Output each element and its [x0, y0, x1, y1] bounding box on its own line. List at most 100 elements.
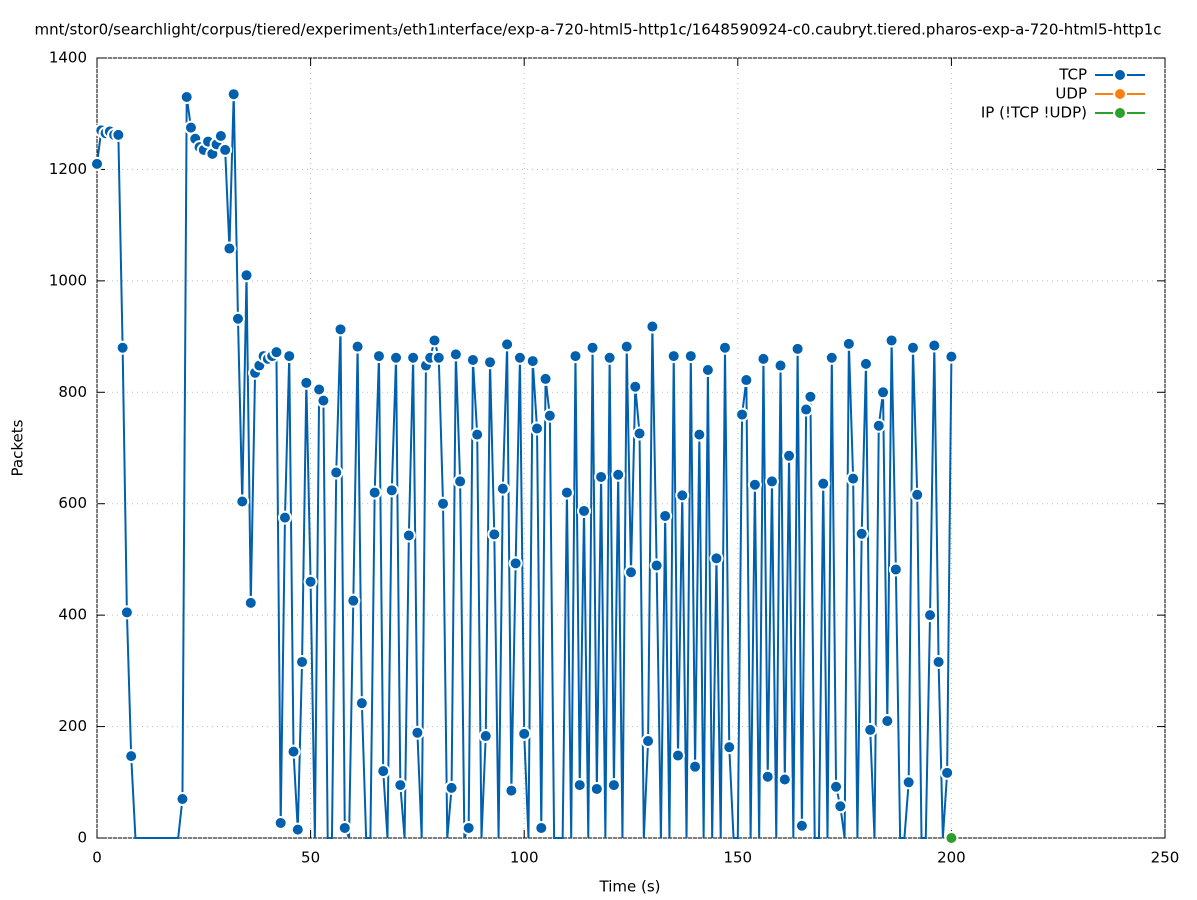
data-point: [940, 765, 955, 780]
data-point: [858, 356, 873, 371]
data-point: [799, 402, 814, 417]
data-point: [470, 427, 485, 442]
data-point: [876, 385, 891, 400]
data-point: [572, 778, 587, 793]
data-point: [675, 488, 690, 503]
data-point: [692, 427, 707, 442]
data-point: [401, 528, 416, 543]
data-point: [624, 565, 638, 580]
data-point: [465, 352, 480, 367]
data-point: [226, 87, 241, 102]
data-point: [461, 820, 476, 835]
data-point: [431, 350, 446, 365]
data-point: [277, 510, 292, 525]
data-point: [658, 508, 673, 523]
y-tick-label: 1200: [49, 160, 87, 178]
y-tick-label: 800: [58, 383, 87, 401]
data-point: [905, 340, 920, 355]
data-point: [717, 340, 732, 355]
data-point: [722, 740, 737, 755]
data-point: [282, 349, 297, 364]
data-point: [115, 340, 130, 355]
x-tick-label: 100: [510, 849, 539, 867]
data-point: [295, 654, 310, 669]
data-point: [739, 373, 754, 388]
data-point: [670, 748, 685, 763]
data-point: [530, 421, 545, 436]
legend-marker: [1113, 87, 1127, 101]
y-tick-label: 1000: [49, 271, 87, 289]
data-point: [871, 418, 886, 433]
data-point: [880, 714, 895, 728]
data-point: [760, 769, 775, 784]
data-point: [269, 345, 284, 360]
data-point: [927, 338, 942, 353]
legend-marker: [1113, 106, 1127, 120]
data-point: [619, 339, 634, 354]
data-point: [453, 474, 468, 489]
data-point: [350, 339, 365, 354]
data-point: [299, 375, 314, 390]
data-point: [846, 471, 861, 486]
data-point: [632, 426, 647, 441]
data-point: [124, 749, 139, 764]
data-point: [709, 551, 724, 566]
data-point: [354, 696, 369, 711]
y-tick-label: 0: [77, 829, 87, 847]
x-axis-label: Time (s): [599, 878, 661, 896]
legend-marker: [1113, 68, 1127, 82]
x-tick-label: 200: [937, 849, 966, 867]
data-point: [534, 820, 549, 835]
data-point: [384, 483, 399, 498]
data-point: [649, 558, 664, 573]
data-point: [230, 311, 245, 326]
data-point: [371, 349, 386, 364]
data-point: [376, 764, 391, 779]
data-point: [585, 340, 600, 355]
data-point: [606, 778, 621, 793]
data-point: [756, 351, 771, 366]
data-point: [483, 355, 498, 370]
data-point: [645, 319, 660, 334]
data-point: [602, 350, 617, 365]
data-point: [944, 349, 959, 364]
data-point: [111, 127, 126, 142]
data-point: [538, 371, 553, 386]
data-point: [495, 481, 510, 496]
x-tick-label: 250: [1151, 849, 1180, 867]
data-point: [316, 393, 331, 408]
data-point: [773, 358, 788, 373]
data-point: [764, 474, 779, 489]
data-point: [273, 815, 288, 830]
data-point: [508, 556, 523, 571]
x-tick-label: 50: [301, 849, 320, 867]
chart-title: mnt/stor0/searchlight/corpus/tiered/expe…: [34, 21, 1161, 39]
data-point: [235, 494, 250, 509]
data-point: [448, 347, 463, 362]
y-axis-label: Packets: [9, 419, 27, 476]
data-point: [303, 574, 318, 589]
data-point: [90, 156, 104, 171]
data-point: [329, 465, 344, 480]
data-point: [923, 608, 938, 623]
data-point: [179, 90, 194, 104]
data-point: [333, 322, 348, 337]
data-point: [218, 142, 233, 157]
data-point: [611, 467, 626, 482]
data-point: [346, 593, 361, 608]
data-point: [504, 783, 519, 798]
series-line: [96, 94, 953, 839]
y-tick-label: 600: [58, 494, 87, 512]
data-point: [367, 485, 382, 500]
data-point: [243, 595, 258, 610]
data-point: [683, 349, 698, 364]
data-point: [790, 341, 805, 356]
data-point: [478, 729, 493, 744]
data-point: [222, 241, 237, 256]
data-point: [777, 772, 792, 787]
data-point: [512, 350, 527, 365]
data-point: [427, 333, 442, 348]
data-point: [444, 780, 459, 795]
data-point: [747, 477, 762, 492]
data-point: [568, 349, 583, 364]
